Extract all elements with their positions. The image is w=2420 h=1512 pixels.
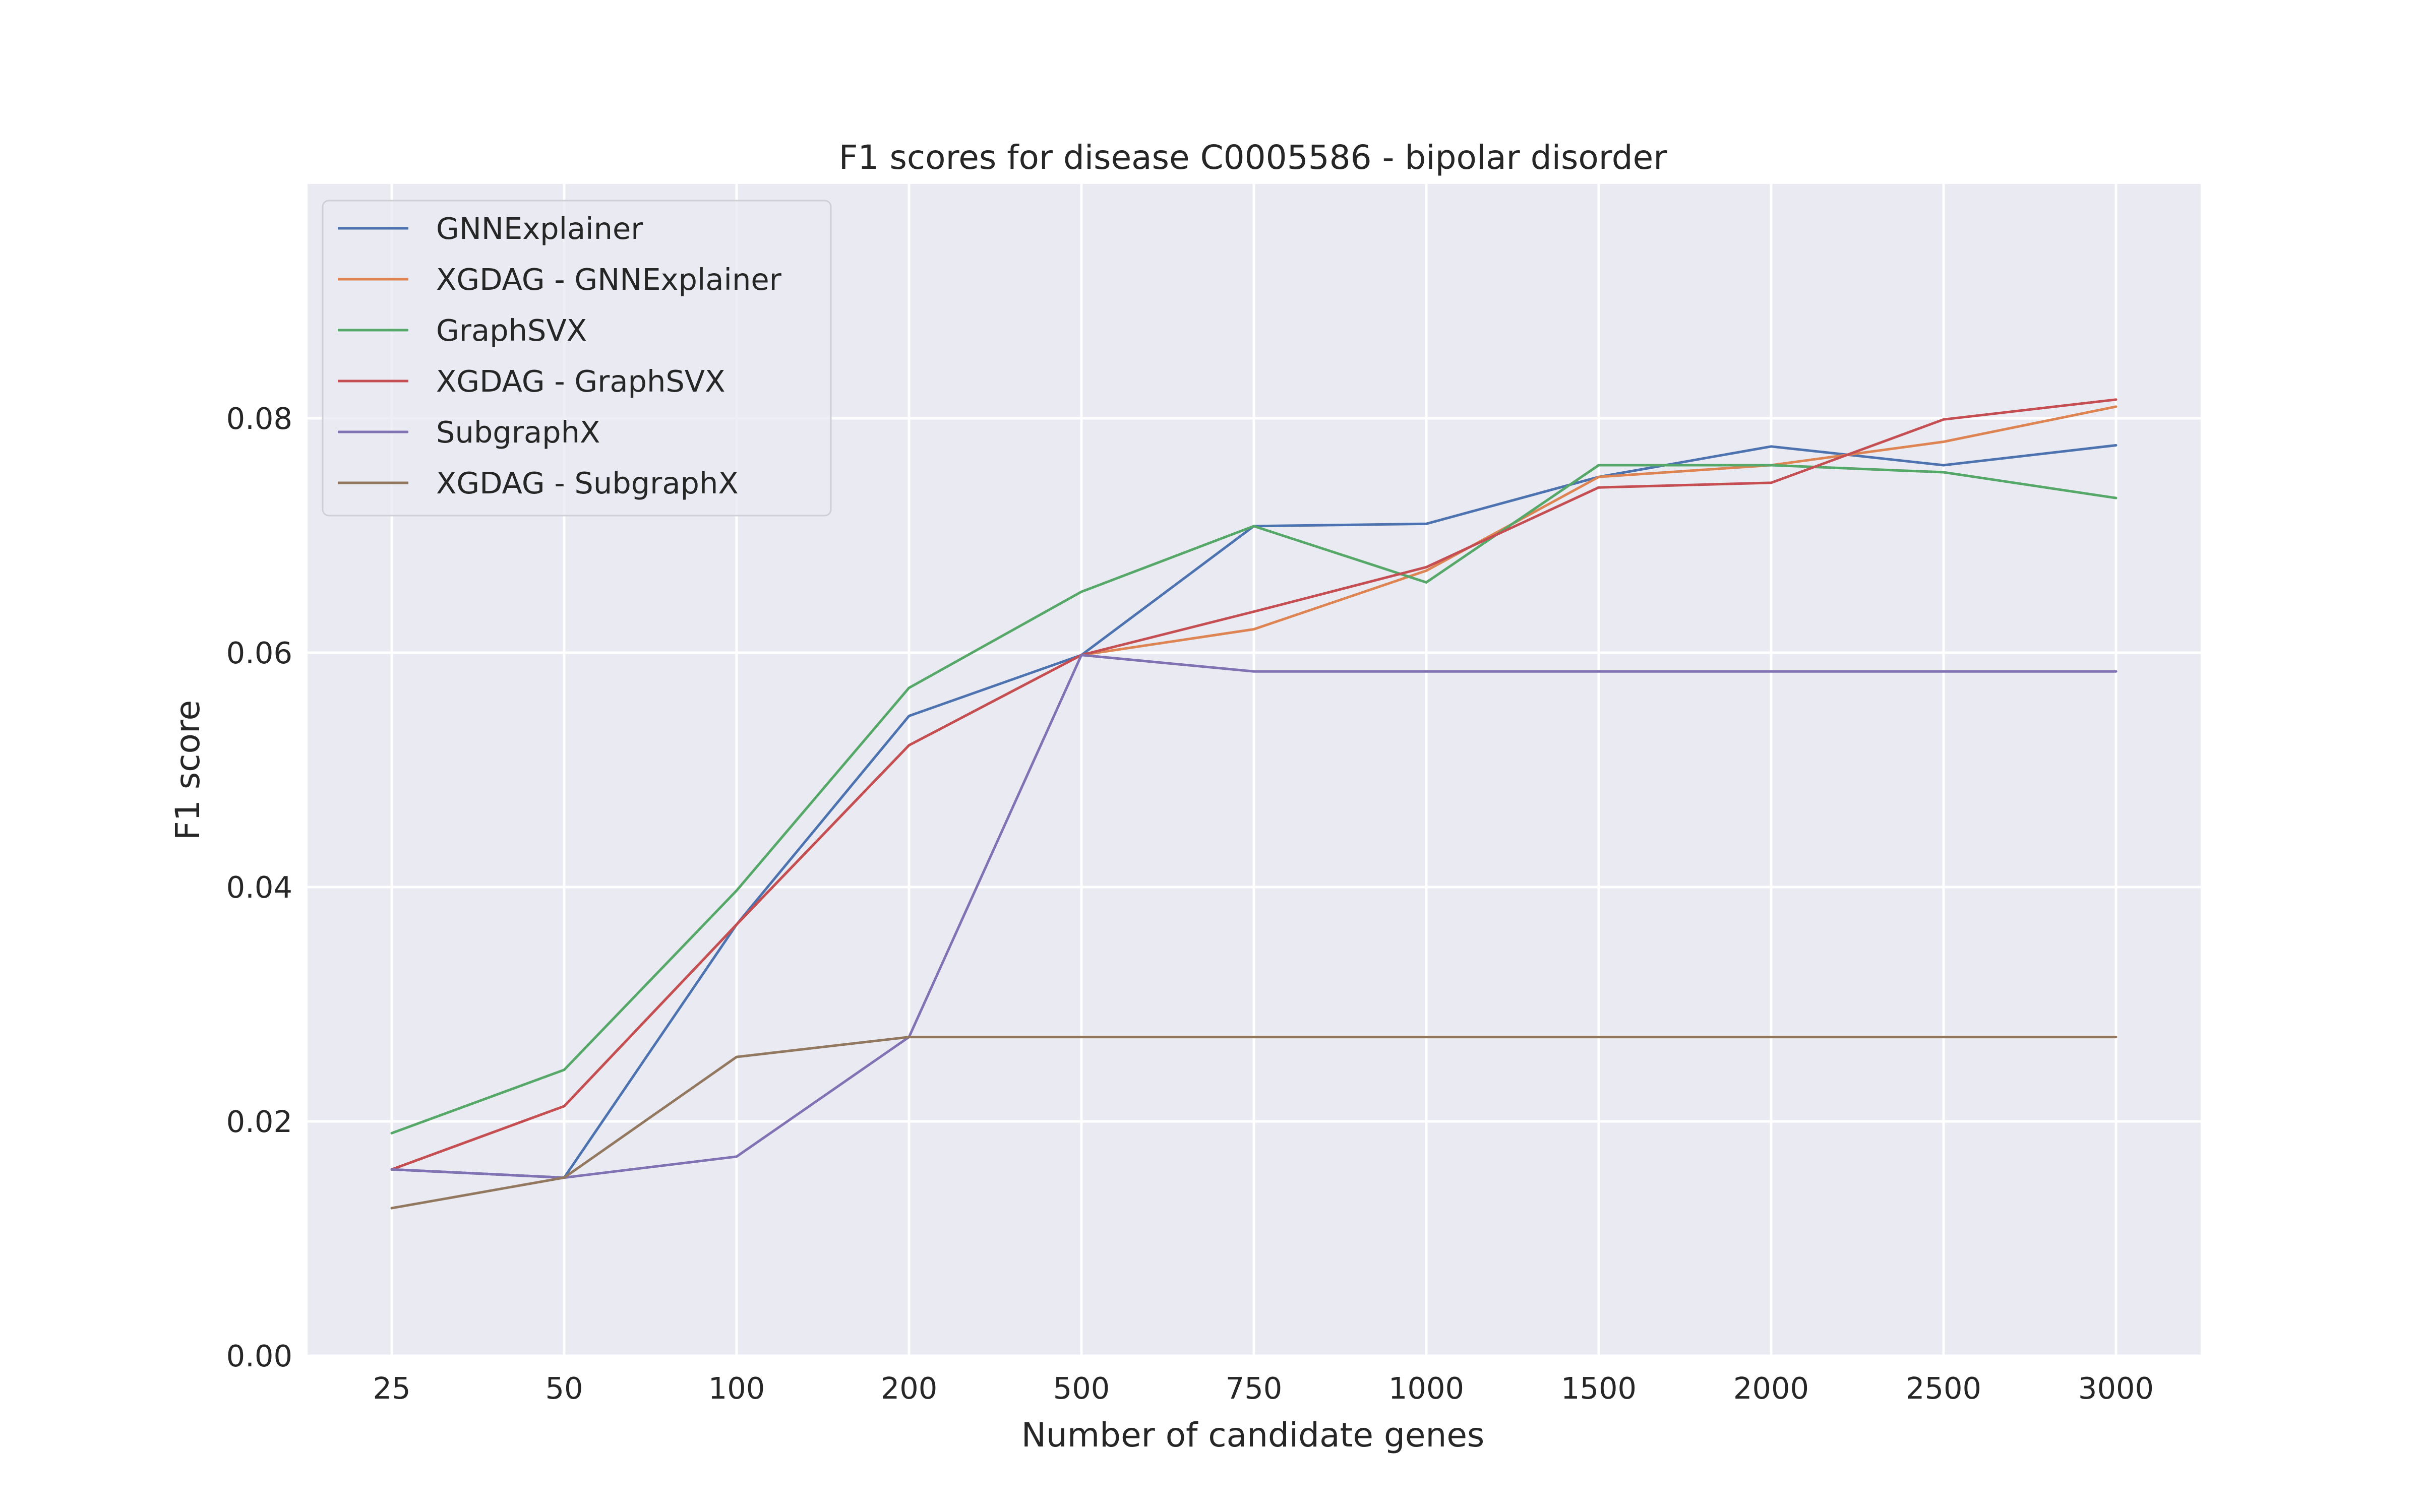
legend: GNNExplainer XGDAG - GNNExplainer GraphSVX…: [322, 200, 832, 517]
series-line: [390, 654, 2118, 1179]
legend-box: [322, 200, 832, 517]
legend-label: GNNExplainer: [436, 211, 643, 246]
y-tick-label: 0.02: [226, 1104, 292, 1139]
y-axis-ticks: 0.00 0.02 0.04 0.06 0.08: [226, 401, 292, 1373]
x-tick-label: 3000: [2078, 1371, 2154, 1406]
x-tick-label: 500: [1053, 1371, 1110, 1406]
x-tick-label: 200: [881, 1371, 938, 1406]
chart-title: F1 scores for disease C0005586 - bipolar…: [839, 138, 1668, 177]
series-line: [390, 398, 2118, 1171]
x-axis-ticks: 25 50 100 200 500 750 1000 1500 2000 2500 3000: [373, 1371, 2154, 1406]
legend-label: GraphSVX: [436, 313, 587, 348]
legend-label: XGDAG - GraphSVX: [436, 364, 725, 399]
x-axis-label: Number of candidate genes: [1021, 1416, 1485, 1455]
x-tick-label: 2500: [1906, 1371, 1981, 1406]
y-tick-label: 0.04: [226, 870, 292, 905]
legend-label: XGDAG - GNNExplainer: [436, 262, 782, 297]
legend-label: SubgraphX: [436, 415, 600, 450]
x-tick-label: 100: [708, 1371, 765, 1406]
x-tick-label: 25: [373, 1371, 410, 1406]
legend-label: XGDAG - SubgraphX: [436, 466, 739, 500]
x-tick-label: 1500: [1561, 1371, 1637, 1406]
x-tick-label: 2000: [1733, 1371, 1809, 1406]
y-tick-label: 0.08: [226, 401, 292, 436]
x-tick-label: 50: [545, 1371, 583, 1406]
y-axis-label: F1 score: [168, 700, 207, 840]
series-lines: [390, 398, 2118, 1210]
x-tick-label: 1000: [1388, 1371, 1464, 1406]
series-line: [390, 464, 2118, 1135]
y-tick-label: 0.06: [226, 636, 292, 670]
x-tick-label: 750: [1226, 1371, 1283, 1406]
series-line: [390, 1036, 2118, 1210]
y-tick-label: 0.00: [226, 1339, 292, 1373]
